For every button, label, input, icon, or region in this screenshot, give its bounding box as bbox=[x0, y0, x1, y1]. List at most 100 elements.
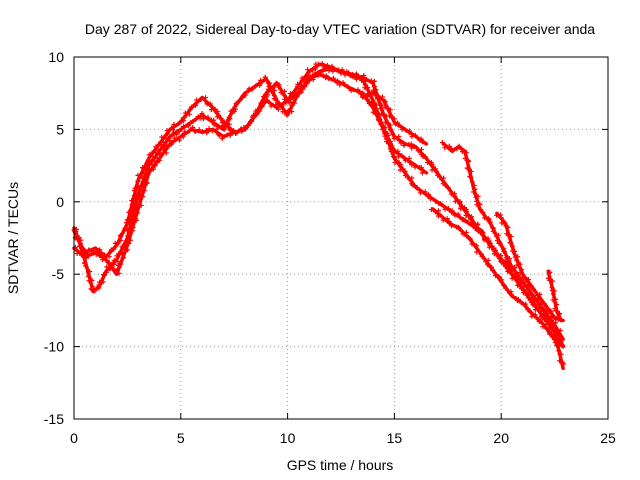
data-point bbox=[419, 170, 425, 176]
data-point bbox=[511, 265, 517, 271]
data-point bbox=[471, 186, 477, 192]
data-point bbox=[479, 253, 485, 259]
data-point bbox=[521, 287, 527, 293]
data-point bbox=[555, 316, 561, 322]
data-point bbox=[373, 87, 379, 93]
data-point bbox=[401, 142, 407, 148]
data-point bbox=[378, 106, 384, 112]
data-point bbox=[375, 117, 381, 123]
data-point bbox=[391, 135, 397, 141]
data-point bbox=[227, 132, 233, 138]
data-point bbox=[449, 223, 455, 229]
data-point bbox=[457, 200, 463, 206]
data-point bbox=[259, 79, 265, 85]
data-point bbox=[518, 269, 524, 275]
data-point bbox=[316, 70, 322, 76]
data-point bbox=[387, 140, 393, 146]
data-point bbox=[550, 291, 556, 297]
data-point bbox=[450, 148, 456, 154]
data-point bbox=[475, 221, 481, 227]
data-point bbox=[164, 127, 170, 133]
data-point bbox=[326, 76, 332, 82]
data-point bbox=[554, 302, 560, 308]
data-point bbox=[395, 122, 401, 128]
data-point bbox=[190, 118, 196, 124]
data-point bbox=[154, 160, 160, 166]
data-point bbox=[493, 273, 499, 279]
data-point bbox=[541, 317, 547, 323]
data-point bbox=[237, 98, 243, 104]
data-point bbox=[429, 167, 435, 173]
data-point bbox=[118, 233, 124, 239]
data-point bbox=[93, 251, 99, 257]
data-point bbox=[358, 75, 364, 81]
data-point bbox=[286, 99, 292, 105]
data-point bbox=[489, 264, 495, 270]
data-point bbox=[74, 251, 80, 257]
data-point bbox=[390, 154, 396, 160]
data-point bbox=[409, 145, 415, 151]
data-point bbox=[219, 136, 225, 142]
data-point bbox=[293, 94, 299, 100]
data-point bbox=[163, 150, 169, 156]
data-point bbox=[507, 264, 513, 270]
data-point bbox=[204, 130, 210, 136]
data-point bbox=[379, 102, 385, 108]
data-point bbox=[418, 165, 424, 171]
data-point bbox=[395, 148, 401, 154]
data-point bbox=[171, 130, 177, 136]
data-point bbox=[340, 80, 346, 86]
data-point bbox=[86, 253, 92, 259]
data-point bbox=[544, 311, 550, 317]
data-point bbox=[437, 212, 443, 218]
data-point bbox=[382, 125, 388, 131]
data-point bbox=[485, 236, 491, 242]
data-point bbox=[135, 210, 141, 216]
data-point bbox=[481, 237, 487, 243]
data-point bbox=[410, 182, 416, 188]
data-point bbox=[412, 164, 418, 170]
data-point bbox=[552, 340, 558, 346]
data-point bbox=[485, 257, 491, 263]
data-point bbox=[521, 274, 527, 280]
y-axis-label: SDTVAR / TECUs bbox=[5, 182, 21, 294]
data-point bbox=[82, 263, 88, 269]
data-point bbox=[180, 124, 186, 130]
data-point bbox=[135, 185, 141, 191]
data-point bbox=[157, 157, 163, 163]
data-point bbox=[501, 282, 507, 288]
data-point bbox=[525, 295, 531, 301]
data-point bbox=[85, 273, 91, 279]
data-point bbox=[278, 102, 284, 108]
data-point bbox=[243, 92, 249, 98]
data-point bbox=[548, 308, 554, 314]
data-point bbox=[145, 171, 151, 177]
data-point bbox=[192, 129, 198, 135]
data-point bbox=[496, 274, 502, 280]
data-point bbox=[268, 103, 274, 109]
data-point bbox=[557, 358, 563, 364]
data-point bbox=[131, 218, 137, 224]
data-point bbox=[549, 278, 555, 284]
data-point bbox=[463, 233, 469, 239]
data-point bbox=[306, 74, 312, 80]
data-point bbox=[186, 111, 192, 117]
data-point bbox=[456, 226, 462, 232]
data-point bbox=[126, 240, 132, 246]
data-point bbox=[442, 145, 448, 151]
data-point bbox=[207, 101, 213, 107]
data-point bbox=[455, 211, 461, 217]
data-point bbox=[435, 208, 441, 214]
y-tick-label: 5 bbox=[56, 121, 64, 137]
data-point bbox=[503, 255, 509, 261]
data-point bbox=[382, 133, 388, 139]
data-point bbox=[382, 104, 388, 110]
data-point bbox=[501, 248, 507, 254]
data-point bbox=[108, 247, 114, 253]
data-point bbox=[388, 113, 394, 119]
data-point bbox=[514, 276, 520, 282]
axis-ticks: 0 5 10 15 20 25 -15 -10 -5 0 5 10 bbox=[44, 49, 616, 446]
data-point bbox=[135, 172, 141, 178]
data-point bbox=[147, 157, 153, 163]
